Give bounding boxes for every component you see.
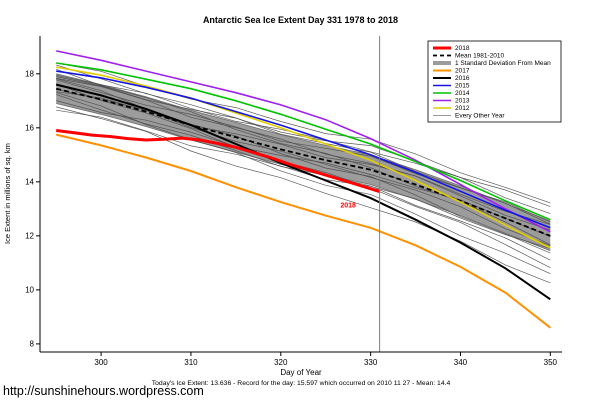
y-tick-label: 8 xyxy=(30,339,35,348)
legend-label: 2014 xyxy=(455,90,470,97)
chart-title: Antarctic Sea Ice Extent Day 331 1978 to… xyxy=(202,15,399,25)
annotation-2018: 2018 xyxy=(340,203,356,210)
x-tick-label: 300 xyxy=(94,358,108,367)
series-line-2015 xyxy=(56,70,551,229)
series-line-2017 xyxy=(55,133,551,329)
other-year-line xyxy=(56,106,551,284)
series-line-2013 xyxy=(56,50,551,233)
mean-line xyxy=(55,87,551,237)
y-tick-label: 14 xyxy=(25,177,34,186)
other-year-line xyxy=(56,91,551,225)
std-dev-lower-edge xyxy=(56,103,551,252)
y-tick-label: 16 xyxy=(25,123,34,132)
other-year-line xyxy=(56,74,551,214)
y-tick-label: 12 xyxy=(25,231,34,240)
x-tick-label: 330 xyxy=(364,358,378,367)
legend-label: Mean 1981-2010 xyxy=(455,53,505,60)
legend-label: 1 Standard Deviation From Mean xyxy=(455,60,551,67)
legend-label: 2012 xyxy=(455,105,470,112)
x-tick-label: 320 xyxy=(274,358,288,367)
legend-label: 2013 xyxy=(455,98,470,105)
other-year-line xyxy=(56,79,551,223)
x-axis-label: Day of Year xyxy=(280,368,322,377)
legend-label: 2018 xyxy=(455,45,470,52)
series-line-2014 xyxy=(56,62,551,221)
x-tick-label: 350 xyxy=(544,358,558,367)
series-line-2012 xyxy=(56,66,551,249)
y-tick-label: 18 xyxy=(25,69,34,78)
std-dev-band xyxy=(56,73,551,251)
other-year-line xyxy=(56,109,551,249)
source-url: http://sunshinehours.wordpress.com xyxy=(3,384,204,398)
series-line-2016 xyxy=(55,83,551,301)
stats-caption: Today's Ice Extent: 13.636 - Record for … xyxy=(151,380,451,387)
legend-label: Every Other Year xyxy=(455,113,505,120)
y-tick-label: 10 xyxy=(25,285,34,294)
legend-label: 2016 xyxy=(455,75,470,82)
other-year-line xyxy=(56,78,551,231)
legend-label: 2015 xyxy=(455,83,470,90)
x-tick-label: 340 xyxy=(454,358,468,367)
series-line-2018 xyxy=(56,129,381,194)
x-tick-label: 310 xyxy=(184,358,198,367)
other-year-line xyxy=(56,68,551,246)
y-axis-label: Ice Extent in millions of sq. km xyxy=(3,143,12,245)
legend-label: 2017 xyxy=(455,68,470,75)
